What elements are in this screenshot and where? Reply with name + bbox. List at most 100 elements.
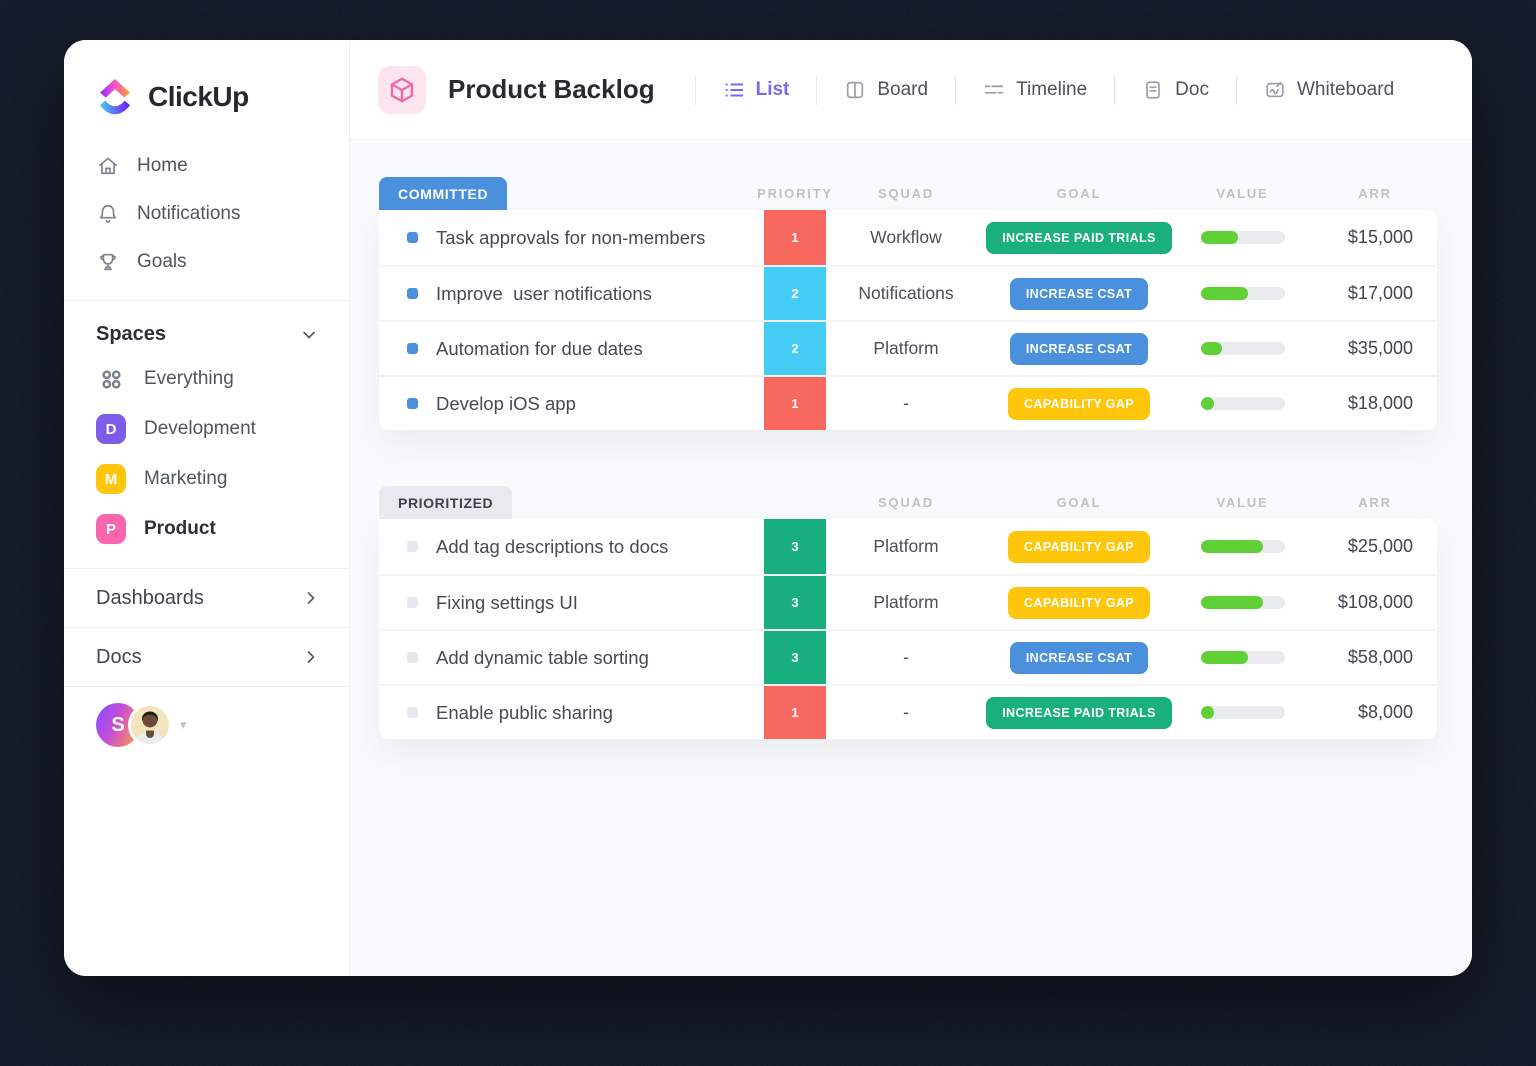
priority-cell[interactable]: 1 xyxy=(764,377,826,430)
table-row[interactable]: Enable public sharing 1 - INCREASE PAID TRI… xyxy=(379,684,1437,739)
task-cell[interactable]: Improve user notifications xyxy=(379,267,764,320)
table-row[interactable]: Add tag descriptions to docs 3 Platform CAP… xyxy=(379,519,1437,574)
goal-chip[interactable]: INCREASE CSAT xyxy=(1009,641,1149,674)
goal-cell: INCREASE CSAT xyxy=(986,322,1172,375)
task-status-bullet[interactable] xyxy=(407,343,418,354)
task-cell[interactable]: Automation for due dates xyxy=(379,322,764,375)
whiteboard-icon xyxy=(1264,79,1286,101)
tab-label: Doc xyxy=(1175,78,1209,100)
squad-cell[interactable]: Platform xyxy=(873,536,939,556)
space-badge-development: D xyxy=(96,414,126,444)
priority-cell[interactable]: 3 xyxy=(764,576,826,629)
goal-chip[interactable]: CAPABILITY GAP xyxy=(1007,586,1150,619)
task-status-bullet[interactable] xyxy=(407,597,418,608)
task-name: Improve user notifications xyxy=(436,282,652,304)
progress-fill xyxy=(1200,287,1248,300)
progress-bar xyxy=(1200,596,1285,609)
sidebar-item-everything[interactable]: Everything xyxy=(64,354,349,404)
goal-chip[interactable]: INCREASE PAID TRIALS xyxy=(986,221,1172,254)
task-table: Task approvals for non-members 1 Workflow I… xyxy=(379,210,1437,430)
tab-divider xyxy=(816,74,818,105)
task-cell[interactable]: Fixing settings UI xyxy=(379,576,764,629)
task-status-bullet[interactable] xyxy=(407,398,418,409)
table-row[interactable]: Improve user notifications 2 Notifications… xyxy=(379,265,1437,320)
user-avatar[interactable] xyxy=(128,703,172,747)
priority-cell[interactable]: 3 xyxy=(764,519,826,574)
task-status-bullet[interactable] xyxy=(407,652,418,663)
task-cell[interactable]: Add tag descriptions to docs xyxy=(379,519,764,574)
table-row[interactable]: Develop iOS app 1 - CAPABILITY GAP $18,000 xyxy=(379,375,1437,430)
squad-cell[interactable]: Notifications xyxy=(858,283,954,303)
sidebar-item-home[interactable]: Home xyxy=(64,142,349,190)
sidebar-item-development[interactable]: D Development xyxy=(64,404,349,454)
tab-board[interactable]: Board xyxy=(817,79,955,101)
app-window: ClickUp Home Notifications xyxy=(64,40,1472,976)
sidebar-item-marketing[interactable]: M Marketing xyxy=(64,454,349,504)
squad-cell[interactable]: Workflow xyxy=(870,227,942,247)
tab-timeline[interactable]: Timeline xyxy=(956,79,1114,101)
value-cell xyxy=(1172,377,1313,430)
tab-label: Whiteboard xyxy=(1296,78,1395,100)
chevron-down-icon[interactable] xyxy=(299,325,319,345)
clickup-logo[interactable]: ClickUp xyxy=(64,40,349,128)
progress-fill xyxy=(1200,540,1263,553)
squad-cell[interactable]: Platform xyxy=(873,338,939,358)
group-badge[interactable]: PRIORITIZED xyxy=(379,486,513,519)
trophy-icon xyxy=(96,250,120,274)
goal-chip[interactable]: INCREASE PAID TRIALS xyxy=(986,696,1172,729)
sidebar-item-dashboards[interactable]: Dashboards xyxy=(64,569,349,627)
squad-cell[interactable]: - xyxy=(903,393,909,413)
column-header: VALUE xyxy=(1216,495,1269,510)
goal-cell: CAPABILITY GAP xyxy=(986,377,1172,430)
table-row[interactable]: Fixing settings UI 3 Platform CAPABILITY GA… xyxy=(379,574,1437,629)
goal-chip[interactable]: INCREASE CSAT xyxy=(1009,277,1149,310)
group-badge[interactable]: COMMITTED xyxy=(379,177,508,210)
sidebar-item-docs[interactable]: Docs xyxy=(64,628,349,686)
column-header: PRIORITY xyxy=(757,186,833,201)
space-badge-marketing: M xyxy=(96,464,126,494)
task-status-bullet[interactable] xyxy=(407,707,418,718)
task-cell[interactable]: Develop iOS app xyxy=(379,377,764,430)
task-cell[interactable]: Add dynamic table sorting xyxy=(379,631,764,684)
task-group: COMMITTED PRIORITY SQUAD GOAL VALUE ARR Task a… xyxy=(379,177,1437,430)
priority-cell[interactable]: 1 xyxy=(764,686,826,739)
task-name: Add tag descriptions to docs xyxy=(436,535,669,557)
list-icon xyxy=(723,79,745,101)
task-cell[interactable]: Task approvals for non-members xyxy=(379,210,764,265)
priority-cell[interactable]: 1 xyxy=(764,210,826,265)
priority-cell[interactable]: 2 xyxy=(764,267,826,320)
table-row[interactable]: Add dynamic table sorting 3 - INCREASE CSAT… xyxy=(379,629,1437,684)
bell-icon xyxy=(96,202,120,226)
squad-cell[interactable]: - xyxy=(903,702,909,722)
progress-bar xyxy=(1200,651,1285,664)
sidebar-item-goals[interactable]: Goals xyxy=(64,238,349,286)
task-status-bullet[interactable] xyxy=(407,288,418,299)
arr-cell: $108,000 xyxy=(1337,592,1413,612)
task-name: Automation for due dates xyxy=(436,337,643,359)
priority-cell[interactable]: 3 xyxy=(764,631,826,684)
task-cell[interactable]: Enable public sharing xyxy=(379,686,764,739)
task-status-bullet[interactable] xyxy=(407,541,418,552)
chevron-right-icon xyxy=(307,651,315,663)
page-title: Product Backlog xyxy=(448,74,655,104)
sidebar-item-product[interactable]: P Product xyxy=(64,504,349,554)
priority-cell[interactable]: 2 xyxy=(764,322,826,375)
tab-whiteboard[interactable]: Whiteboard xyxy=(1237,79,1421,101)
tab-list[interactable]: List xyxy=(696,79,817,101)
progress-fill xyxy=(1200,342,1222,355)
goal-chip[interactable]: INCREASE CSAT xyxy=(1009,332,1149,365)
squad-cell[interactable]: Platform xyxy=(873,592,939,612)
tab-doc[interactable]: Doc xyxy=(1115,79,1236,101)
caret-down-icon[interactable]: ▾ xyxy=(180,717,187,732)
space-item-label: Product xyxy=(144,518,216,539)
task-status-bullet[interactable] xyxy=(407,232,418,243)
table-row[interactable]: Task approvals for non-members 1 Workflow I… xyxy=(379,210,1437,265)
goal-chip[interactable]: CAPABILITY GAP xyxy=(1007,387,1150,420)
sidebar-item-notifications[interactable]: Notifications xyxy=(64,190,349,238)
goal-chip[interactable]: CAPABILITY GAP xyxy=(1007,530,1150,563)
task-name: Develop iOS app xyxy=(436,392,576,414)
table-row[interactable]: Automation for due dates 2 Platform INCREAS… xyxy=(379,320,1437,375)
group-header-row: COMMITTED PRIORITY SQUAD GOAL VALUE ARR xyxy=(379,177,1437,210)
squad-cell[interactable]: - xyxy=(903,647,909,667)
spaces-header[interactable]: Spaces xyxy=(64,301,349,354)
